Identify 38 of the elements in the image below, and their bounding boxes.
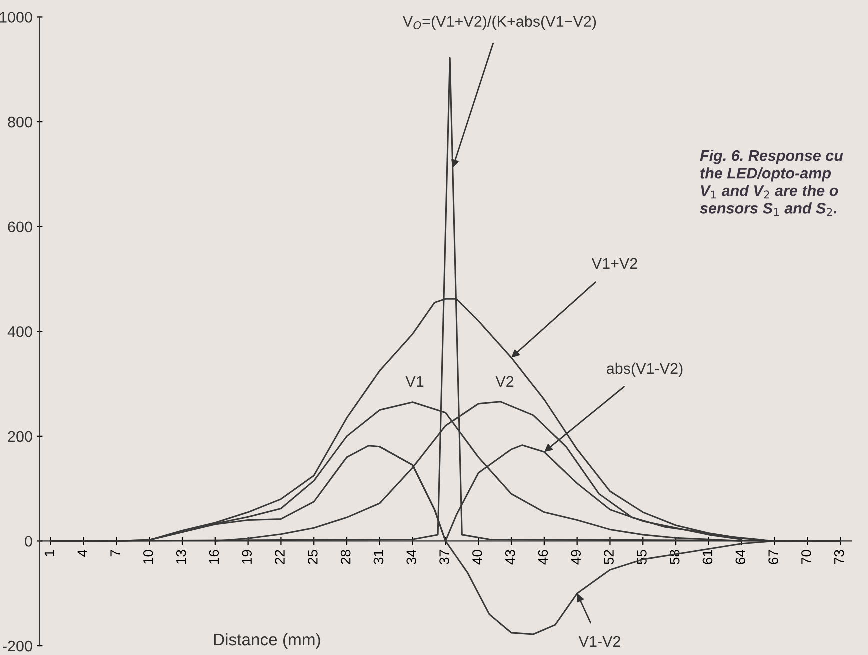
x-tick-label: 64 (736, 550, 746, 564)
text: Fig. 6. Response cu the LED/opto-amp V$_{1}$ and V$_{2}$ are the o sensors S$_{1}$ and S$_{2}$. (700, 150, 844, 216)
x-tick-label: 70 (802, 550, 812, 564)
x-tick-label: 73 (834, 550, 844, 564)
x-tick-label: 7 (110, 550, 120, 557)
y-tick-label: 1000 (0, 12, 32, 23)
x-tick-label: 34 (406, 550, 417, 564)
x-tick-label: 10 (143, 550, 154, 564)
x-tick-label: 1 (44, 550, 54, 556)
x-tick-label: 52 (604, 550, 614, 564)
x-axis-title: Distance (mm) (214, 633, 320, 649)
x-tick-label: 16 (209, 550, 220, 564)
y-tick-label: 800 (8, 116, 32, 128)
x-tick-label: 19 (242, 550, 252, 564)
annotation: V$_{O}$=(V1+V2)/(K+abs(V1−V2) (402, 16, 596, 30)
x-tick-label: 49 (571, 550, 582, 565)
annotation: V1+V2 (592, 258, 638, 269)
x-tick-label: 40 (472, 550, 482, 565)
x-tick-label: 28 (340, 550, 351, 564)
y-tick-label: 400 (8, 326, 32, 338)
x-tick-label: 37 (440, 550, 450, 564)
x-tick-label: 43 (505, 550, 516, 565)
x-tick-label: 61 (702, 550, 713, 564)
y-tick-label: -200 (3, 640, 32, 652)
x-tick-label: 46 (538, 550, 548, 565)
annotation: V1-V2 (578, 636, 620, 647)
y-tick-label: 0 (25, 536, 32, 547)
x-tick-label: 67 (768, 550, 778, 564)
x-tick-label: 31 (374, 550, 384, 564)
x-tick-label: 22 (275, 550, 285, 564)
annotation: V2 (496, 376, 514, 387)
x-tick-label: 4 (78, 550, 88, 557)
y-tick-label: 200 (8, 431, 32, 442)
annotation: abs(V1-V2) (607, 362, 683, 378)
x-tick-label: 13 (176, 550, 186, 564)
y-tick-label: 600 (8, 222, 32, 233)
annotation: V1 (406, 376, 424, 387)
x-tick-label: 25 (308, 550, 318, 564)
